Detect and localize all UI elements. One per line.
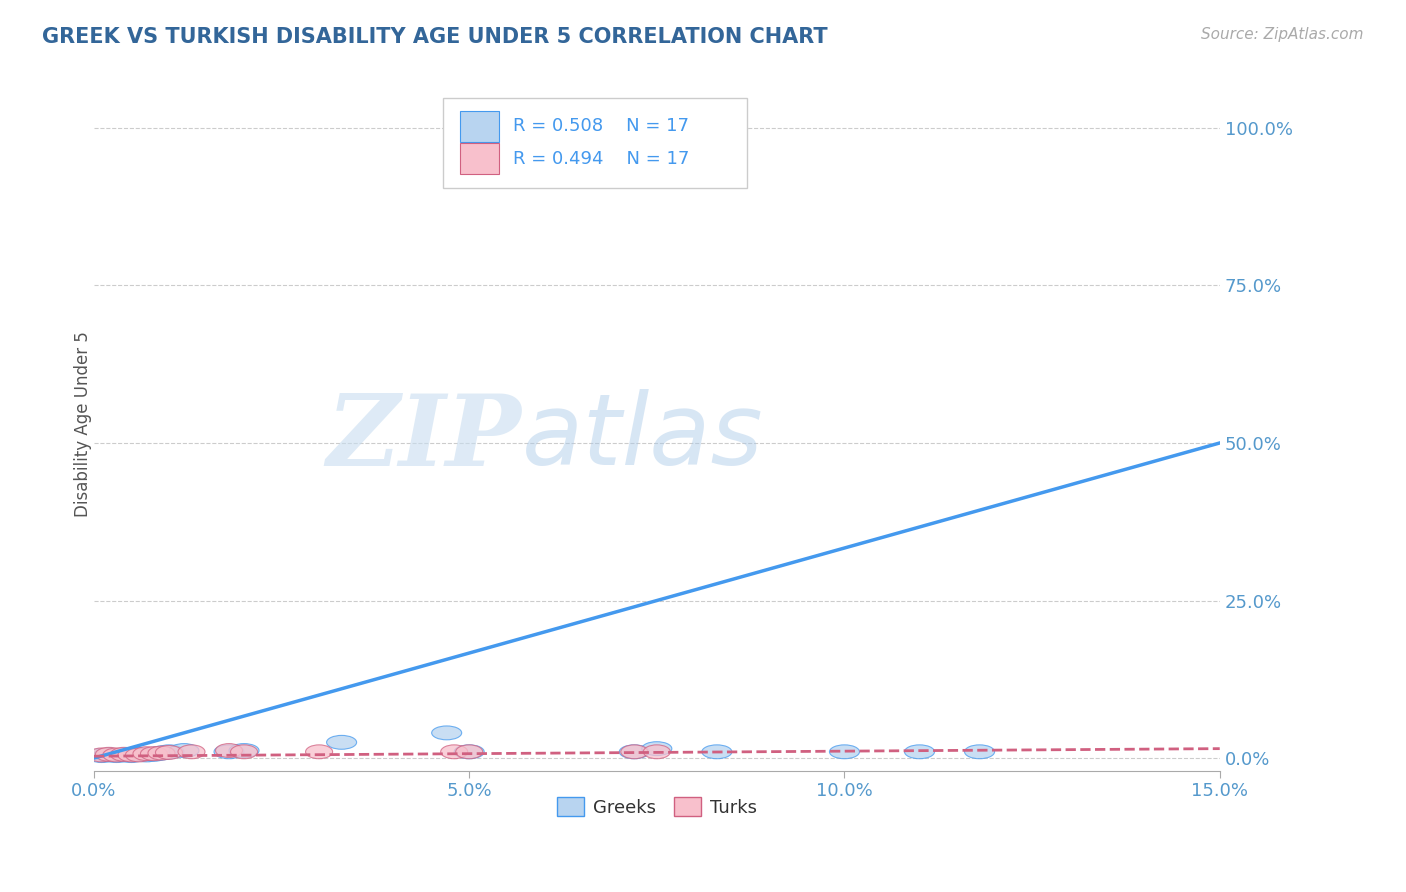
FancyBboxPatch shape: [443, 98, 747, 188]
Ellipse shape: [215, 744, 242, 757]
Text: R = 0.508    N = 17: R = 0.508 N = 17: [513, 118, 689, 136]
Ellipse shape: [619, 745, 650, 759]
Ellipse shape: [440, 745, 468, 759]
Ellipse shape: [141, 747, 167, 761]
Text: atlas: atlas: [522, 390, 763, 486]
Text: R = 0.494    N = 17: R = 0.494 N = 17: [513, 150, 689, 168]
Text: ZIP: ZIP: [326, 390, 522, 486]
Ellipse shape: [155, 745, 184, 759]
Ellipse shape: [156, 746, 183, 759]
Ellipse shape: [108, 748, 139, 762]
Ellipse shape: [101, 748, 131, 763]
Ellipse shape: [456, 745, 482, 759]
Ellipse shape: [124, 747, 155, 761]
Ellipse shape: [134, 747, 160, 761]
Ellipse shape: [179, 745, 205, 759]
Ellipse shape: [904, 745, 935, 759]
Ellipse shape: [146, 746, 177, 760]
Ellipse shape: [231, 745, 257, 759]
Ellipse shape: [117, 748, 146, 763]
Ellipse shape: [139, 747, 169, 761]
Ellipse shape: [94, 748, 124, 762]
Ellipse shape: [621, 745, 648, 759]
Ellipse shape: [86, 748, 117, 763]
Text: GREEK VS TURKISH DISABILITY AGE UNDER 5 CORRELATION CHART: GREEK VS TURKISH DISABILITY AGE UNDER 5 …: [42, 27, 828, 46]
Ellipse shape: [118, 748, 145, 762]
Ellipse shape: [619, 121, 650, 135]
Ellipse shape: [305, 745, 333, 759]
Ellipse shape: [169, 744, 200, 757]
Ellipse shape: [131, 748, 162, 762]
Ellipse shape: [96, 747, 122, 761]
Bar: [460, 144, 499, 175]
Text: Source: ZipAtlas.com: Source: ZipAtlas.com: [1201, 27, 1364, 42]
Ellipse shape: [125, 748, 152, 762]
Ellipse shape: [454, 745, 484, 759]
Bar: [460, 111, 499, 142]
Ellipse shape: [111, 747, 138, 761]
Y-axis label: Disability Age Under 5: Disability Age Under 5: [75, 331, 91, 517]
Ellipse shape: [830, 745, 859, 759]
Ellipse shape: [214, 745, 245, 759]
Ellipse shape: [702, 745, 733, 759]
Ellipse shape: [148, 746, 174, 760]
Ellipse shape: [89, 748, 115, 762]
Ellipse shape: [432, 726, 461, 739]
Ellipse shape: [326, 735, 357, 749]
Legend: Greeks, Turks: Greeks, Turks: [550, 790, 765, 824]
Ellipse shape: [965, 745, 994, 759]
Ellipse shape: [644, 745, 671, 759]
Ellipse shape: [103, 748, 129, 762]
Ellipse shape: [229, 744, 259, 757]
Ellipse shape: [641, 742, 672, 756]
